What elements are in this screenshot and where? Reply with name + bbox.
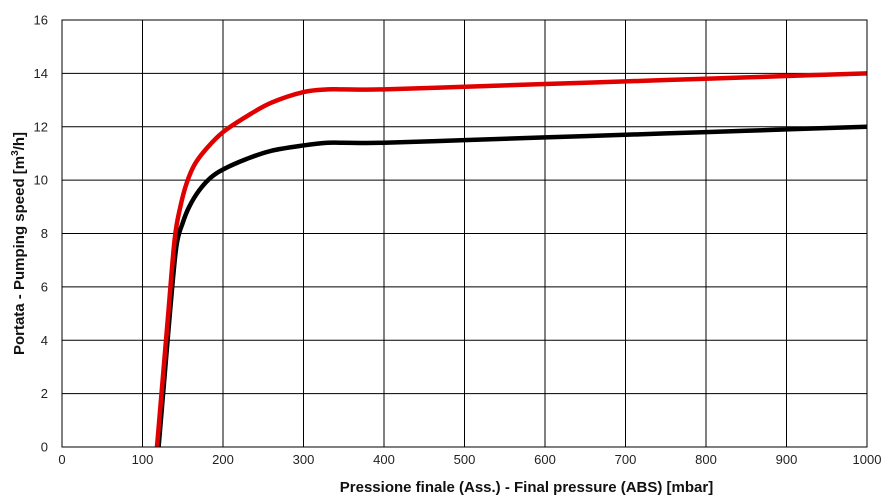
grid-layer [61,19,868,448]
y-axis-title: Portata - Pumping speed [m3/h] [10,132,28,355]
x-tick-label: 1000 [853,452,882,467]
y-tick-label: 8 [41,226,48,241]
x-tick-label: 600 [534,452,556,467]
x-tick-label: 200 [212,452,234,467]
y-tick-label: 2 [41,386,48,401]
plot-frame [61,19,868,448]
x-tick-label: 500 [454,452,476,467]
y-axis-title-superscript: 3 [10,150,21,156]
x-tick-label: 100 [132,452,154,467]
x-tick-label: 300 [293,452,315,467]
x-tick-label: 900 [776,452,798,467]
y-tick-label: 10 [34,173,48,188]
series-line [156,124,868,448]
x-tick-label: 400 [373,452,395,467]
y-tick-label: 6 [41,279,48,294]
y-tick-label: 0 [41,440,48,455]
x-axis-title: Pressione finale (Ass.) - Final pressure… [340,479,713,496]
y-tick-label: 4 [41,333,48,348]
series-layer [154,71,868,448]
x-tick-label: 700 [615,452,637,467]
y-tick-label: 12 [34,119,48,134]
x-tick-labels: 0 100 200 300 400 500 600 700 800 900 1000 [58,452,881,467]
x-tick-label: 800 [695,452,717,467]
y-axis-title-unit: /h] [11,132,28,150]
y-tick-labels: 0 2 4 6 8 10 12 14 16 [34,13,48,455]
series-line [154,71,868,448]
y-tick-label: 14 [34,66,48,81]
y-tick-label: 16 [34,13,48,28]
y-axis-title-main: Portata - Pumping speed [m [11,156,28,355]
x-tick-label: 0 [58,452,65,467]
